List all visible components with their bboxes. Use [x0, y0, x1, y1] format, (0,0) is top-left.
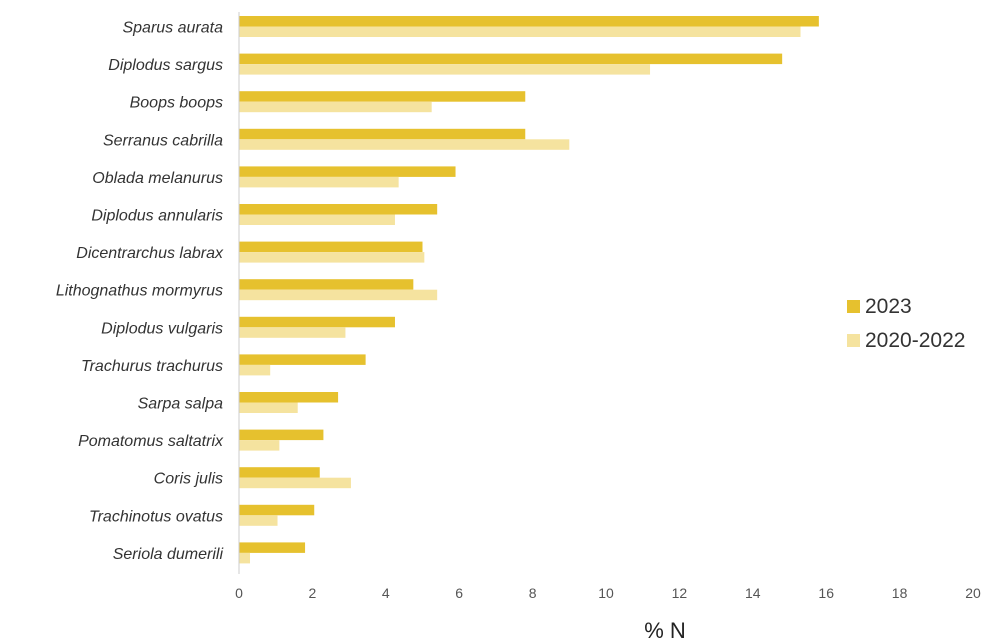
- bar-series1: [239, 392, 339, 403]
- legend: 2023 2020-2022: [847, 295, 965, 352]
- bar-series1: [239, 504, 315, 516]
- x-tick-labels: 0 2 4 6 8 10 12 14 16 18 20: [235, 585, 981, 601]
- bar-series1: [239, 16, 819, 27]
- x-tick-label: 10: [598, 585, 614, 601]
- x-tick-label: 0: [235, 585, 243, 601]
- x-tick-label: 20: [965, 585, 981, 601]
- bar-series2: [239, 327, 346, 338]
- x-tick-label: 14: [745, 585, 761, 601]
- category-label: Boops boops: [130, 95, 223, 112]
- category-label: Trachinotus ovatus: [89, 508, 223, 525]
- bar-series2: [239, 139, 570, 150]
- bar-series1: [239, 316, 395, 328]
- category-labels: Sparus aurata Diplodus sargus Boops boops S…: [56, 20, 224, 563]
- category-label: Dicentrarchus labrax: [76, 245, 224, 262]
- x-tick-label: 6: [455, 585, 463, 601]
- category-label: Seriola dumerili: [113, 546, 224, 563]
- bar-series2: [239, 252, 425, 263]
- legend-swatch: [847, 334, 860, 347]
- bar-series2: [239, 176, 399, 188]
- x-tick-label: 16: [818, 585, 834, 601]
- x-tick-label: 8: [529, 585, 537, 601]
- bar-series2: [239, 101, 432, 113]
- x-tick-label: 12: [672, 585, 688, 601]
- bar-series1: [239, 354, 366, 365]
- category-label: Oblada melanurus: [92, 170, 223, 187]
- bar-series1: [239, 91, 526, 102]
- legend-label: 2020-2022: [865, 329, 965, 352]
- x-axis-title: % N: [644, 618, 686, 643]
- bar-series1: [239, 241, 423, 253]
- category-label: Sparus aurata: [122, 20, 223, 37]
- category-label: Diplodus annularis: [91, 208, 223, 225]
- category-label: Coris julis: [154, 471, 223, 488]
- bars-group: [239, 16, 819, 564]
- bar-series2: [239, 477, 351, 489]
- bar-series2: [239, 440, 280, 451]
- bar-series1: [239, 204, 438, 215]
- bar-series2: [239, 289, 438, 301]
- bar-series1: [239, 542, 306, 553]
- category-label: Lithognathus mormyrus: [56, 283, 223, 300]
- bar-series2: [239, 552, 251, 564]
- category-label: Pomatomus saltatrix: [78, 433, 224, 450]
- category-label: Sarpa salpa: [138, 396, 223, 413]
- category-label: Diplodus sargus: [108, 57, 223, 74]
- x-tick-label: 2: [309, 585, 317, 601]
- bar-series1: [239, 53, 783, 65]
- bar-series2: [239, 26, 801, 37]
- category-label: Diplodus vulgaris: [101, 320, 223, 337]
- bar-series2: [239, 515, 278, 526]
- x-tick-label: 18: [892, 585, 908, 601]
- legend-label: 2023: [865, 295, 912, 318]
- category-label: Trachurus trachurus: [81, 358, 223, 375]
- x-tick-label: 4: [382, 585, 390, 601]
- bar-series2: [239, 402, 298, 413]
- bar-series2: [239, 214, 395, 225]
- bar-series1: [239, 467, 320, 478]
- category-label: Serranus cabrilla: [103, 132, 223, 149]
- bar-series2: [239, 64, 651, 75]
- bar-series1: [239, 279, 414, 290]
- bar-series2: [239, 364, 271, 376]
- legend-swatch: [847, 300, 860, 313]
- bar-series1: [239, 128, 526, 140]
- bar-series1: [239, 166, 456, 177]
- bar-series1: [239, 429, 324, 441]
